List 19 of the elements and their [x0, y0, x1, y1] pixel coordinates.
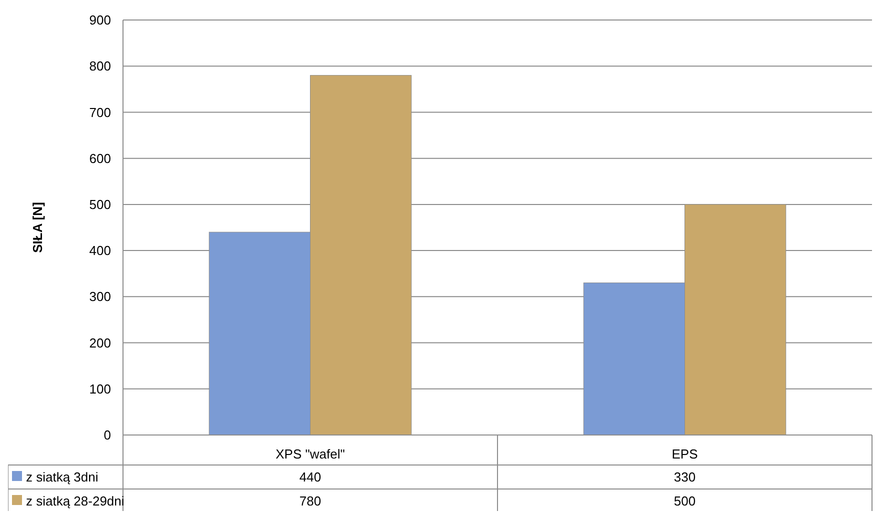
data-label: 330 — [674, 470, 696, 485]
y-tick-label: 700 — [89, 104, 111, 120]
x-tick-label: XPS "wafel" — [276, 446, 346, 462]
y-tick-label: 900 — [89, 12, 111, 28]
data-label: 440 — [299, 470, 322, 485]
y-tick-label: 800 — [89, 58, 111, 74]
data-label: 780 — [299, 494, 322, 509]
legend-label: z siatką 28-29dni — [26, 494, 124, 509]
legend-label: z siatką 3dni — [26, 470, 98, 485]
y-tick-label: 200 — [89, 335, 111, 350]
data-label: 500 — [674, 494, 696, 509]
x-tick-label: EPS — [672, 446, 698, 462]
y-tick-label: 100 — [89, 381, 111, 396]
y-tick-label: 600 — [89, 150, 111, 166]
y-tick-label: 400 — [89, 243, 111, 258]
y-tick-label: 300 — [89, 289, 111, 304]
y-tick-label: 0 — [104, 428, 111, 443]
y-tick-label: 500 — [89, 196, 111, 212]
y-axis-title: SIŁA [N] — [30, 202, 45, 253]
